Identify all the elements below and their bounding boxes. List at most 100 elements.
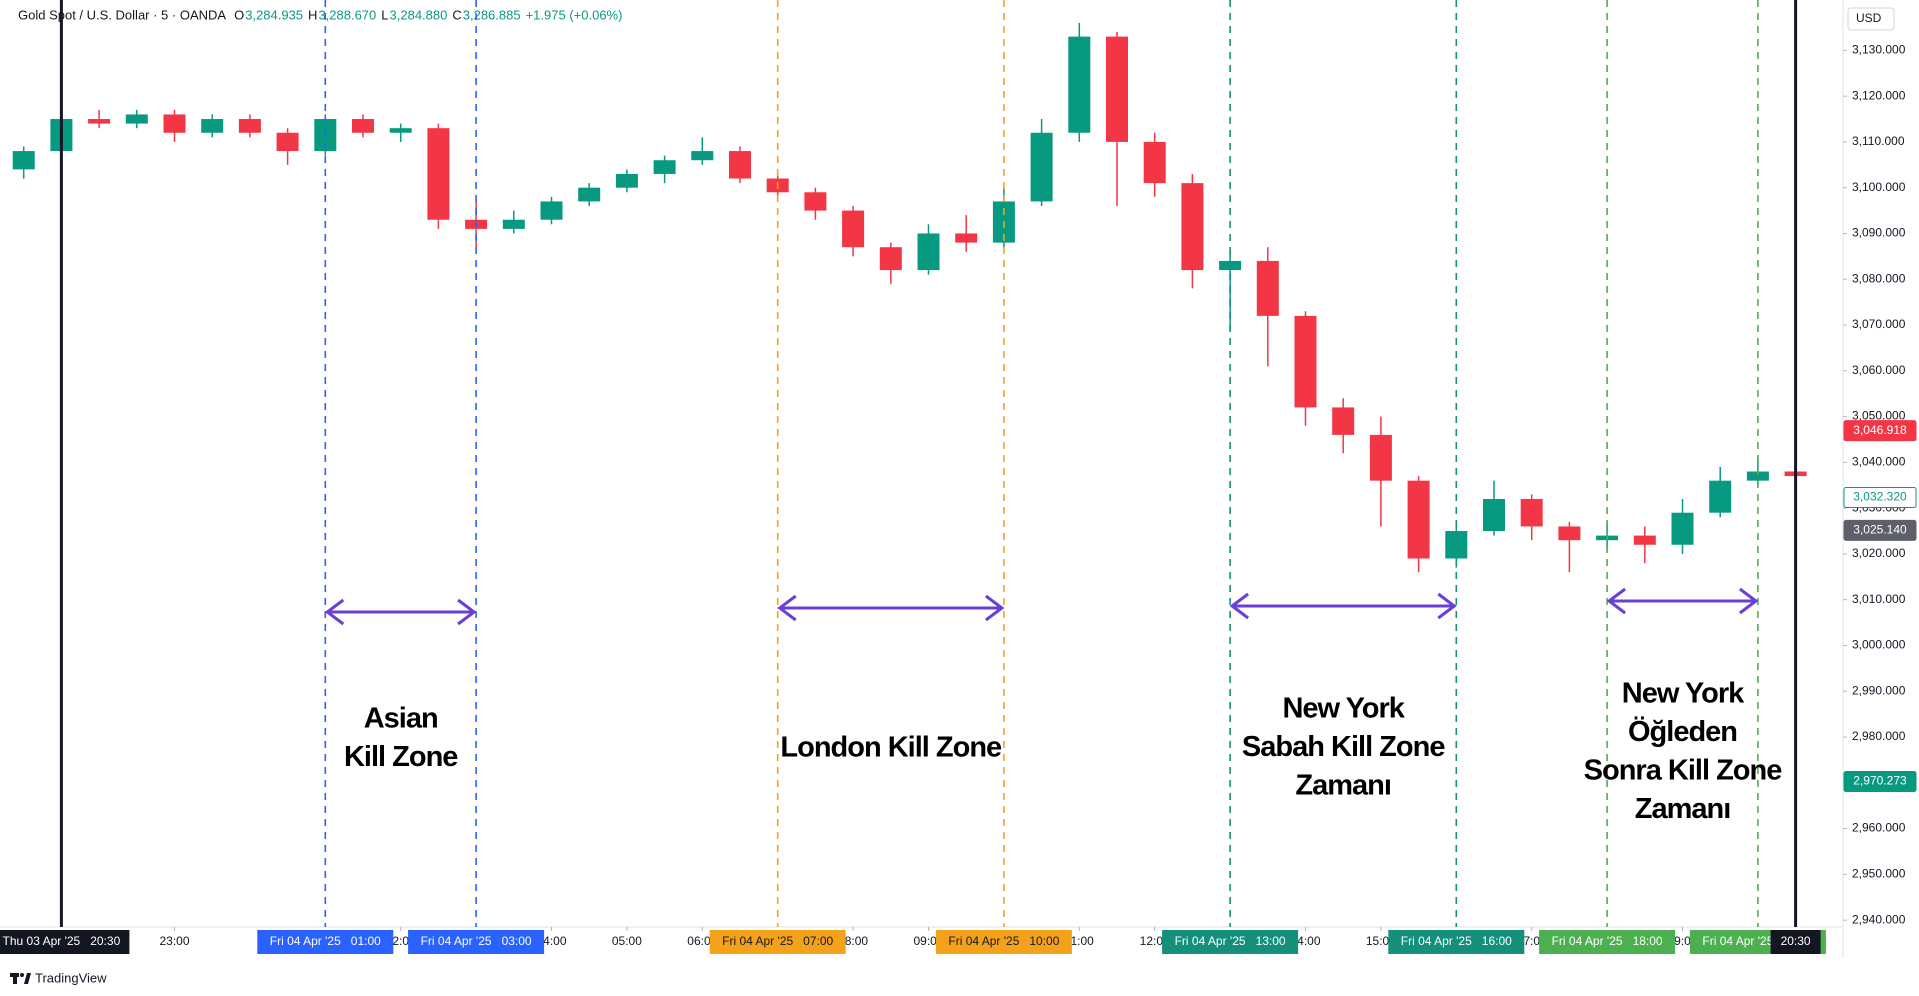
price-box (1843, 487, 1917, 509)
currency: USD (1856, 11, 1882, 25)
logo-shape (20, 973, 24, 977)
time-box (1539, 930, 1676, 954)
time-box-label: Fri 04 Apr '25 16:00 (1401, 934, 1512, 948)
ohlc-key: O (234, 7, 244, 22)
logo (10, 973, 31, 984)
candle-body (1294, 315, 1317, 408)
time-box-label: Fri 04 Apr '25 10:00 (948, 934, 1059, 948)
ohlc-value: 3,286.885 (463, 7, 521, 22)
candle-body (1068, 36, 1091, 133)
y-tick-label: 2,960.000 (1852, 821, 1906, 835)
candle-body (12, 151, 35, 170)
candle-body (1445, 531, 1468, 559)
candle-body (917, 233, 940, 271)
y-tick-label: 3,120.000 (1852, 88, 1906, 102)
candle-body (1332, 407, 1355, 435)
y-tick-label: 3,010.000 (1852, 592, 1906, 606)
candle-body (1256, 260, 1279, 316)
logo-shape (24, 973, 31, 984)
x-tick-label: 05:00 (612, 934, 642, 948)
candle-body (804, 192, 827, 211)
candle-body (1709, 480, 1732, 513)
y-tick-label: 3,130.000 (1852, 43, 1906, 57)
candle-body (1407, 480, 1430, 559)
candle-body (125, 114, 148, 124)
symbol: Gold Spot / U.S. Dollar · 5 · OANDA (18, 7, 226, 22)
zone-arrow-head (985, 594, 1005, 622)
candle-body (842, 210, 865, 248)
time-box-label: Fri 04 Apr '25 13:00 (1175, 934, 1286, 948)
candle-body (1369, 434, 1392, 481)
price-box-label: 3,046.918 (1853, 423, 1907, 437)
y-tick-label: 3,040.000 (1852, 455, 1906, 469)
candle-body (163, 114, 186, 133)
y-tick-label: 2,990.000 (1852, 683, 1906, 697)
candle-body (540, 201, 563, 220)
zone-label: Zamanı (1295, 770, 1391, 802)
y-tick-label: 3,060.000 (1852, 363, 1906, 377)
time-box-label: 20:30 (1781, 934, 1811, 948)
ohlc-value: 3,284.880 (390, 7, 448, 22)
zone-label: Zamanı (1635, 793, 1731, 825)
y-tick-label: 2,950.000 (1852, 867, 1906, 881)
ohlc-value: 3,284.935 (245, 7, 303, 22)
zone-arrow-head (777, 594, 797, 622)
candle-body (1671, 512, 1694, 545)
candle-body (955, 233, 978, 243)
zone-arrow-head (1437, 592, 1457, 620)
currency-box[interactable] (1847, 7, 1895, 31)
ohlc-key: L (381, 7, 388, 22)
price-box (1843, 771, 1917, 793)
y-tick-label: 2,940.000 (1852, 912, 1906, 926)
time-box (1162, 930, 1299, 954)
zone-arrow-head (1739, 587, 1759, 615)
time-box (408, 930, 545, 954)
candle-body (427, 128, 450, 220)
candle-body (502, 219, 525, 229)
y-tick-label: 3,090.000 (1852, 226, 1906, 240)
candle-body (1030, 132, 1053, 202)
zone-label: New York (1622, 678, 1745, 710)
candle-body (1143, 141, 1166, 184)
time-box-label: Fri 04 Apr '25 01:00 (270, 934, 381, 948)
ohlc-key: H (308, 7, 317, 22)
y-tick-label: 3,000.000 (1852, 638, 1906, 652)
zone-label: Kill Zone (344, 741, 458, 773)
zone-label: New York (1282, 693, 1405, 725)
x-tick-label: 23:00 (159, 934, 189, 948)
logo-shape (13, 973, 17, 984)
time-box (1770, 930, 1821, 954)
time-box-label: Fri 04 Apr '25 03:00 (421, 934, 532, 948)
price-box-label: 2,970.273 (1853, 774, 1907, 788)
candle-body (1558, 526, 1581, 541)
x-tick-label: 11:00 (1065, 934, 1094, 948)
candle-body (879, 247, 902, 271)
candle-body (238, 119, 261, 133)
price-box-label: 3,025.140 (1853, 523, 1907, 537)
candle-body (729, 151, 751, 179)
zone-arrow-head (324, 598, 345, 626)
candle-body (578, 187, 601, 202)
time-box-label: Fri 04 Apr '25 18:00 (1552, 934, 1663, 948)
zone-label: Asian (364, 703, 438, 735)
candle-body (1746, 471, 1769, 481)
change: +1.975 (+0.06%) (526, 7, 623, 22)
candle-body (352, 119, 374, 133)
y-tick-label: 3,100.000 (1852, 180, 1906, 194)
brand: TradingView (35, 970, 107, 985)
zone-label: Sabah Kill Zone (1242, 731, 1445, 763)
candle-body (201, 119, 224, 133)
candle-body (1181, 183, 1204, 271)
time-box-label: Fri 04 Apr '25 07:00 (722, 934, 833, 948)
candle-body (653, 160, 676, 174)
ohlc-value: 3,288.670 (318, 7, 376, 22)
price-box (1843, 420, 1917, 442)
ohlc-key: C (452, 7, 461, 22)
zone-label: London Kill Zone (780, 732, 1002, 764)
candle-body (88, 119, 111, 124)
candle-body (691, 151, 714, 161)
zone-arrow-head (1606, 587, 1626, 615)
time-box (257, 930, 394, 954)
time-box (935, 930, 1072, 954)
